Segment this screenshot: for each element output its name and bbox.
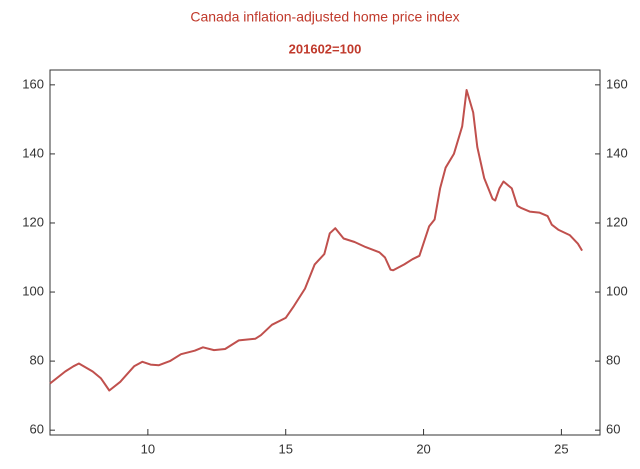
y-tick-label: 60 <box>30 422 44 437</box>
x-tick-label: 20 <box>416 441 430 456</box>
y2-tick-label: 140 <box>606 145 628 160</box>
y-tick-label: 80 <box>30 353 44 368</box>
y-tick-label: 120 <box>22 214 44 229</box>
y2-tick-label: 120 <box>606 214 628 229</box>
y2-tick-label: 100 <box>606 283 628 298</box>
y2-tick-label: 80 <box>606 353 620 368</box>
plot-frame <box>49 69 601 436</box>
y-tick-label: 160 <box>22 76 44 91</box>
y-tick-label: 140 <box>22 145 44 160</box>
x-tick-label: 25 <box>554 441 568 456</box>
y-tick-label: 100 <box>22 283 44 298</box>
x-tick-label: 15 <box>278 441 292 456</box>
line <box>49 89 583 392</box>
x-tick-label: 10 <box>141 441 155 456</box>
y2-tick-label: 160 <box>606 76 628 91</box>
chart-title: Canada inflation-adjusted home price ind… <box>190 9 459 25</box>
chart-subtitle: 201602=100 <box>289 41 362 56</box>
y2-tick-label: 60 <box>606 422 620 437</box>
